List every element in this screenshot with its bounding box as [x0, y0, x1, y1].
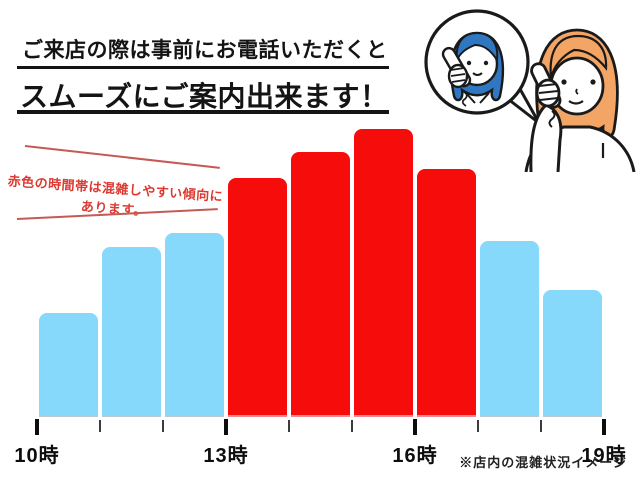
title-line-1: ご来店の際は事前にお電話いただくと [22, 39, 388, 62]
axis-label-19時: 19時 [581, 445, 627, 467]
tick-minor [288, 420, 290, 432]
tick-minor [99, 420, 101, 432]
staff-eye-right [483, 60, 489, 66]
customer-smile [568, 100, 584, 105]
tick-minor [162, 420, 164, 432]
bar-chart [37, 129, 607, 417]
staff-fingers [450, 67, 466, 83]
x-axis: 10時 13時 16時 19時 [14, 417, 627, 477]
tick-major-13時 [224, 419, 228, 435]
bar-13-14時 [228, 178, 287, 417]
tick-major-19時 [602, 419, 606, 435]
staff-smile [472, 72, 483, 76]
axis-label-13時: 13時 [203, 445, 249, 467]
customer-eye-left [561, 79, 567, 85]
customer-bangs [549, 34, 608, 79]
staff-collar [465, 92, 490, 104]
customer-eye-right [590, 79, 596, 85]
tick-major-10時 [35, 419, 39, 435]
tick-major-16時 [413, 419, 417, 435]
customer-phone-cord [548, 110, 556, 128]
staff-bangs [455, 31, 499, 64]
phone-call-illustration [424, 9, 636, 172]
staff-phone-cord [461, 91, 468, 107]
customer-person [524, 28, 636, 172]
customer-nose [575, 88, 579, 95]
title-line-2: スムーズにご案内出来ます！ [20, 81, 389, 112]
bar-18-19時 [543, 290, 602, 417]
bar-17-18時 [480, 241, 539, 417]
bar-12-13時 [165, 233, 224, 417]
tick-minor [540, 420, 542, 432]
title-underline-1 [17, 66, 389, 69]
bar-15-16時 [354, 129, 413, 417]
bar-10-11時 [39, 313, 98, 417]
staff-person [441, 31, 505, 107]
axis-label-10時: 10時 [14, 445, 60, 467]
customer-fingers [538, 83, 559, 101]
bar-16-17時 [417, 169, 476, 417]
bar-14-15時 [291, 152, 350, 417]
staff-eye-left [466, 60, 472, 66]
tick-minor [477, 420, 479, 432]
axis-label-16時: 16時 [392, 445, 438, 467]
bar-11-12時 [102, 247, 161, 417]
title-underline-2 [17, 110, 389, 114]
tick-minor [351, 420, 353, 432]
footnote: ※店内の混雑状況イメージ [459, 455, 627, 470]
